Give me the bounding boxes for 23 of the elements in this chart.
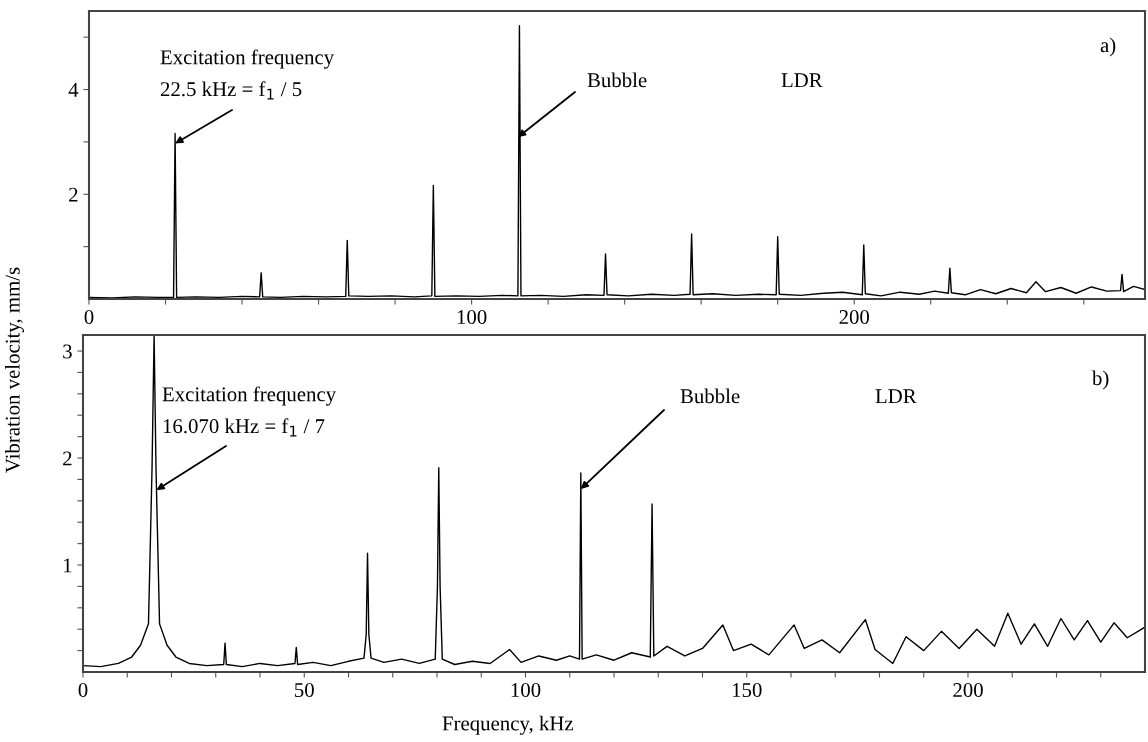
annotation: LDR <box>875 389 917 404</box>
x-tick-label: 0 <box>84 310 94 325</box>
y-tick-label: 1 <box>64 558 72 573</box>
y-tick-label: 2 <box>69 187 78 202</box>
x-tick-label: 150 <box>732 683 762 698</box>
annotation: Bubble <box>587 72 647 88</box>
y-tick-label: 4 <box>68 83 79 97</box>
x-tick-label: 200 <box>839 310 870 325</box>
y-tick-label: 3 <box>63 344 72 359</box>
y-axis-title: Vibration velocity, mm/s <box>5 267 24 473</box>
y-tick-label: 2 <box>63 451 72 466</box>
x-tick-label: 50 <box>295 683 314 698</box>
annotation: Excitation frequency 16.070 kHz = f$_{1}$ / 7 <box>162 386 337 437</box>
x-tick-label: 200 <box>953 683 983 698</box>
x-axis-title: Frequency, kHz <box>442 715 574 735</box>
annotation: Bubble <box>680 388 740 404</box>
annotation: LDR <box>781 73 823 88</box>
x-tick-label: 100 <box>457 310 487 325</box>
annotation: a) <box>1100 37 1116 57</box>
x-tick-label: 0 <box>78 683 88 698</box>
annotation: b) <box>1092 370 1109 390</box>
annotation: Excitation frequency 22.5 kHz = f$_{1}$ / 5 <box>160 49 335 100</box>
x-tick-label: 100 <box>511 683 541 698</box>
